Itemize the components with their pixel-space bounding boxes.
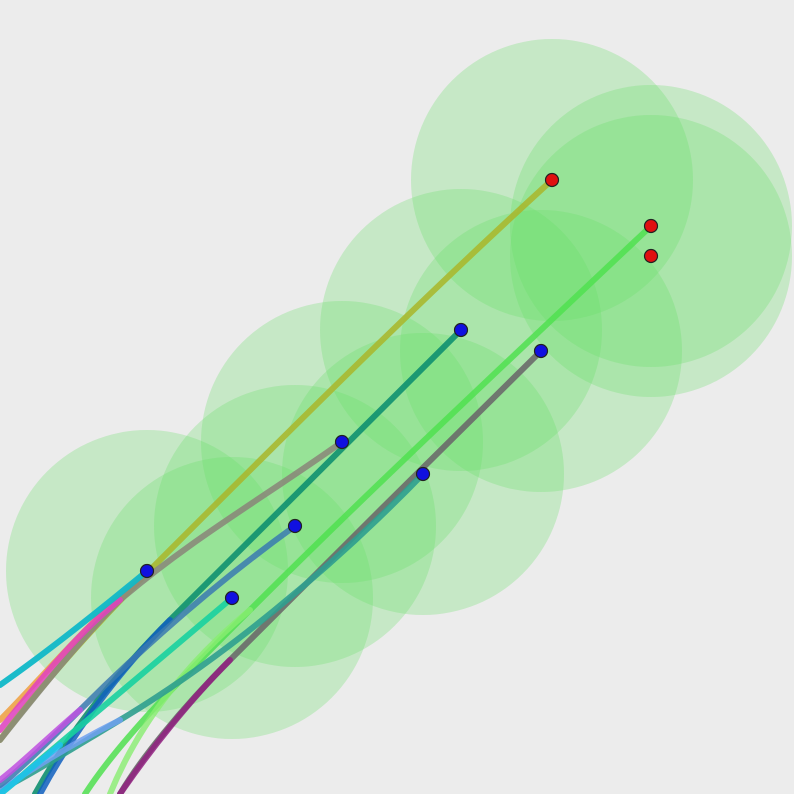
trajectory-line <box>0 742 63 794</box>
red-goal-marker <box>643 218 659 234</box>
trajectory-line <box>82 223 654 794</box>
blue-agent-marker <box>139 563 155 579</box>
red-goal-marker <box>544 172 560 188</box>
blue-agent-marker <box>287 518 303 534</box>
trajectory-line <box>117 657 233 794</box>
red-goal-marker <box>643 248 659 264</box>
trajectory-line <box>0 597 123 733</box>
trajectory-line <box>0 439 345 743</box>
trajectory-line <box>0 523 298 788</box>
trajectories <box>0 177 654 794</box>
trajectory-line <box>107 607 253 794</box>
blue-agent-marker <box>533 343 549 359</box>
markers <box>139 172 659 606</box>
blue-agent-marker <box>334 434 350 450</box>
trajectory-line <box>0 471 426 793</box>
blue-agent-marker <box>224 590 240 606</box>
blue-agent-marker <box>415 466 431 482</box>
blue-agent-marker <box>453 322 469 338</box>
trajectory-line <box>0 707 83 783</box>
trajectory-line <box>0 568 150 688</box>
